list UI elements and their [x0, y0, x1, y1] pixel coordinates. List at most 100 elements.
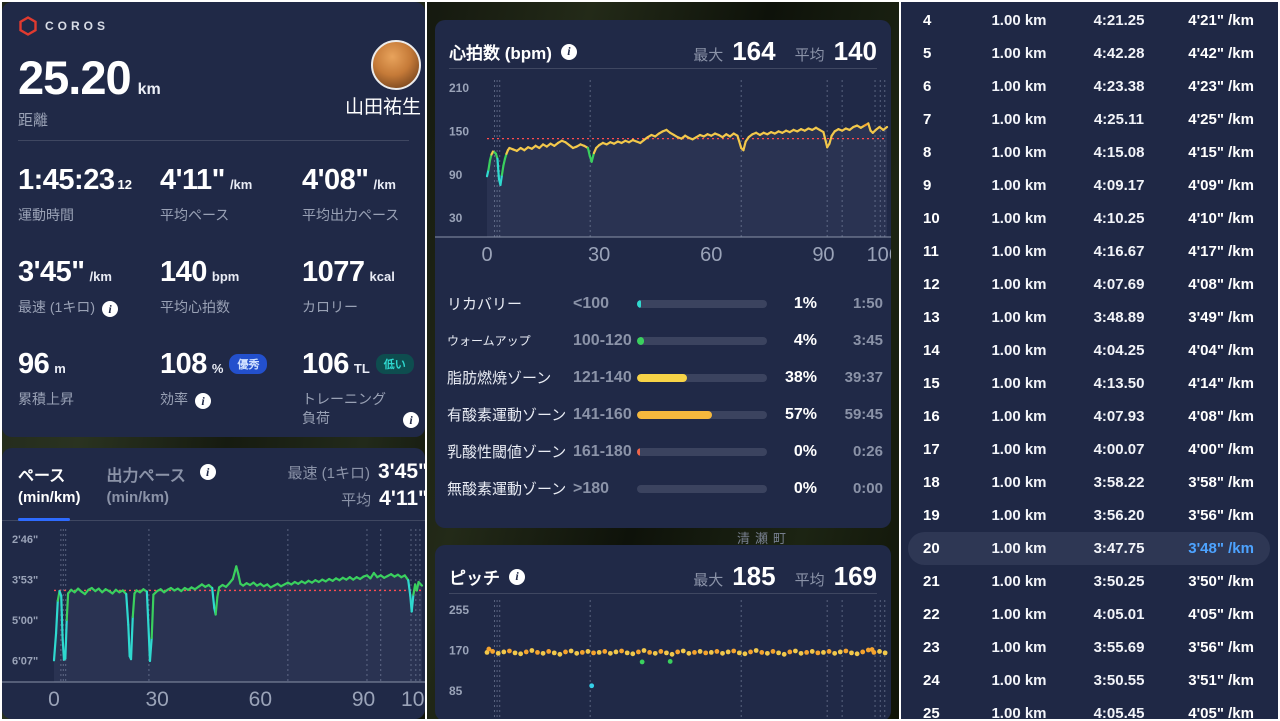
divider — [449, 68, 877, 69]
stat-superscript: 12 — [117, 177, 132, 192]
tab-pace[interactable]: ペース (min/km) — [18, 462, 81, 506]
lap-row[interactable]: 7 1.00 km 4:25.11 4'25" /km — [908, 103, 1270, 136]
lap-row[interactable]: 21 1.00 km 3:50.25 3'50" /km — [908, 565, 1270, 598]
stat-label: 平均ペース — [160, 207, 230, 223]
stat-label: 平均心拍数 — [160, 299, 230, 315]
lap-row[interactable]: 9 1.00 km 4:09.17 4'09" /km — [908, 169, 1270, 202]
svg-text:0: 0 — [48, 688, 60, 711]
stat-value: 96 — [18, 348, 50, 380]
lap-time: 4:05.45 — [1093, 705, 1145, 719]
lap-pace: 4'00" /km — [1188, 441, 1254, 458]
lap-distance: 1.00 km — [991, 111, 1047, 128]
svg-text:170: 170 — [449, 643, 469, 657]
lap-distance: 1.00 km — [991, 144, 1047, 161]
hr-zone-row: ウォームアップ 100-120 4% 3:45 — [447, 322, 887, 359]
lap-row[interactable]: 22 1.00 km 4:05.01 4'05" /km — [908, 598, 1270, 631]
lap-row[interactable]: 23 1.00 km 3:55.69 3'56" /km — [908, 631, 1270, 664]
lap-row[interactable]: 17 1.00 km 4:00.07 4'00" /km — [908, 433, 1270, 466]
svg-text:5'00": 5'00" — [12, 615, 38, 627]
lap-row[interactable]: 18 1.00 km 3:58.22 3'58" /km — [908, 466, 1270, 499]
lap-row[interactable]: 15 1.00 km 4:13.50 4'14" /km — [908, 367, 1270, 400]
stat-tile: 1077 kcal カロリー — [302, 256, 419, 348]
lap-pace: 4'09" /km — [1188, 177, 1254, 194]
cadence-title: ピッチ i — [449, 564, 525, 589]
stat-unit: kcal — [369, 269, 395, 284]
lap-time: 4:21.25 — [1093, 12, 1145, 29]
svg-text:255: 255 — [449, 603, 469, 617]
lap-number: 18 — [923, 474, 940, 491]
tab-pace-unit: (min/km) — [18, 489, 81, 506]
lap-row[interactable]: 6 1.00 km 4:23.38 4'23" /km — [908, 70, 1270, 103]
info-icon[interactable]: i — [509, 568, 525, 585]
distance-label: 距離 — [18, 112, 49, 129]
distance-value: 25.20 — [18, 51, 132, 104]
lap-time: 4:16.67 — [1093, 243, 1145, 260]
tab-output-pace[interactable]: 出力ペース (min/km) — [107, 462, 186, 506]
zone-bar — [637, 336, 767, 345]
lap-row[interactable]: 8 1.00 km 4:15.08 4'15" /km — [908, 136, 1270, 169]
coros-logo: COROS — [18, 16, 109, 36]
info-icon[interactable]: i — [102, 300, 118, 317]
stat-value: 1:45:23 — [18, 164, 115, 196]
stat-tile: 108% 優秀 効率 i — [160, 348, 302, 437]
lap-time: 3:58.22 — [1093, 474, 1145, 491]
avatar[interactable] — [371, 40, 421, 90]
lap-time: 3:55.69 — [1093, 639, 1145, 656]
status-badge: 低い — [375, 354, 414, 374]
stat-tile: 140 bpm 平均心拍数 — [160, 256, 302, 348]
lap-row[interactable]: 19 1.00 km 3:56.20 3'56" /km — [908, 499, 1270, 532]
zone-percent: 0% — [793, 442, 817, 460]
lap-row[interactable]: 16 1.00 km 4:07.93 4'08" /km — [908, 400, 1270, 433]
lap-time: 4:09.17 — [1093, 177, 1145, 194]
lap-time: 4:15.08 — [1093, 144, 1145, 161]
svg-text:30: 30 — [449, 211, 463, 225]
lap-number: 25 — [923, 705, 940, 719]
stat-label: トレーニング負荷 — [302, 391, 386, 426]
lap-distance: 1.00 km — [991, 540, 1047, 557]
info-icon[interactable]: i — [195, 392, 211, 409]
zone-bar — [637, 410, 767, 419]
cadence-title-text: ピッチ — [449, 569, 500, 588]
hr-zones-list: リカバリー <100 1% 1:50 ウォームアップ 100-120 4% 3:45 脂肪燃焼ゾ… — [447, 285, 887, 507]
lap-row[interactable]: 14 1.00 km 4:04.25 4'04" /km — [908, 334, 1270, 367]
lap-row[interactable]: 25 1.00 km 4:05.45 4'05" /km — [908, 697, 1270, 719]
lap-row[interactable]: 5 1.00 km 4:42.28 4'42" /km — [908, 37, 1270, 70]
zone-label: リカバリー — [447, 296, 523, 313]
stat-value: 106 — [302, 348, 349, 380]
zone-time: 0:00 — [852, 480, 883, 497]
lap-row[interactable]: 11 1.00 km 4:16.67 4'17" /km — [908, 235, 1270, 268]
stat-unit: TL — [353, 361, 370, 376]
lap-number: 12 — [923, 276, 940, 293]
stat-label: 累積上昇 — [18, 391, 74, 407]
lap-row[interactable]: 13 1.00 km 3:48.89 3'49" /km — [908, 301, 1270, 334]
stat-value: 108 — [160, 348, 207, 380]
info-icon[interactable]: i — [560, 43, 577, 60]
lap-distance: 1.00 km — [991, 177, 1047, 194]
lap-distance: 1.00 km — [991, 672, 1047, 689]
svg-text:6'07": 6'07" — [12, 655, 38, 667]
svg-text:90: 90 — [352, 688, 375, 711]
zone-range: 161-180 — [573, 442, 632, 460]
lap-row[interactable]: 4 1.00 km 4:21.25 4'21" /km — [908, 4, 1270, 37]
svg-text:90: 90 — [812, 244, 834, 266]
lap-row[interactable]: 20 1.00 km 3:47.75 3'48" /km — [908, 532, 1270, 565]
lap-time: 4:23.38 — [1093, 78, 1145, 95]
lap-number: 4 — [923, 12, 932, 29]
stat-unit: bpm — [211, 269, 240, 284]
lap-row[interactable]: 10 1.00 km 4:10.25 4'10" /km — [908, 202, 1270, 235]
info-icon[interactable]: i — [199, 464, 216, 480]
lap-pace: 4'10" /km — [1188, 210, 1254, 227]
zone-label: 無酸素運動ゾーン — [447, 481, 567, 498]
pace-chart[interactable]: 2'46" 3'53" 5'00" 6'07" 0 30 60 90 106 — [2, 529, 425, 719]
info-icon[interactable]: i — [403, 411, 419, 428]
zone-label: 有酸素運動ゾーン — [447, 407, 567, 424]
stat-unit: /km — [229, 177, 253, 192]
heart-rate-chart[interactable]: 210 150 90 30 0 30 60 90 106 — [435, 75, 891, 270]
lap-number: 23 — [923, 639, 940, 656]
zone-range: 100-120 — [573, 331, 632, 349]
lap-row[interactable]: 12 1.00 km 4:07.69 4'08" /km — [908, 268, 1270, 301]
lap-pace: 3'56" /km — [1188, 507, 1254, 524]
cadence-chart[interactable]: 255 170 85 — [435, 600, 891, 719]
lap-row[interactable]: 24 1.00 km 3:50.55 3'51" /km — [908, 664, 1270, 697]
